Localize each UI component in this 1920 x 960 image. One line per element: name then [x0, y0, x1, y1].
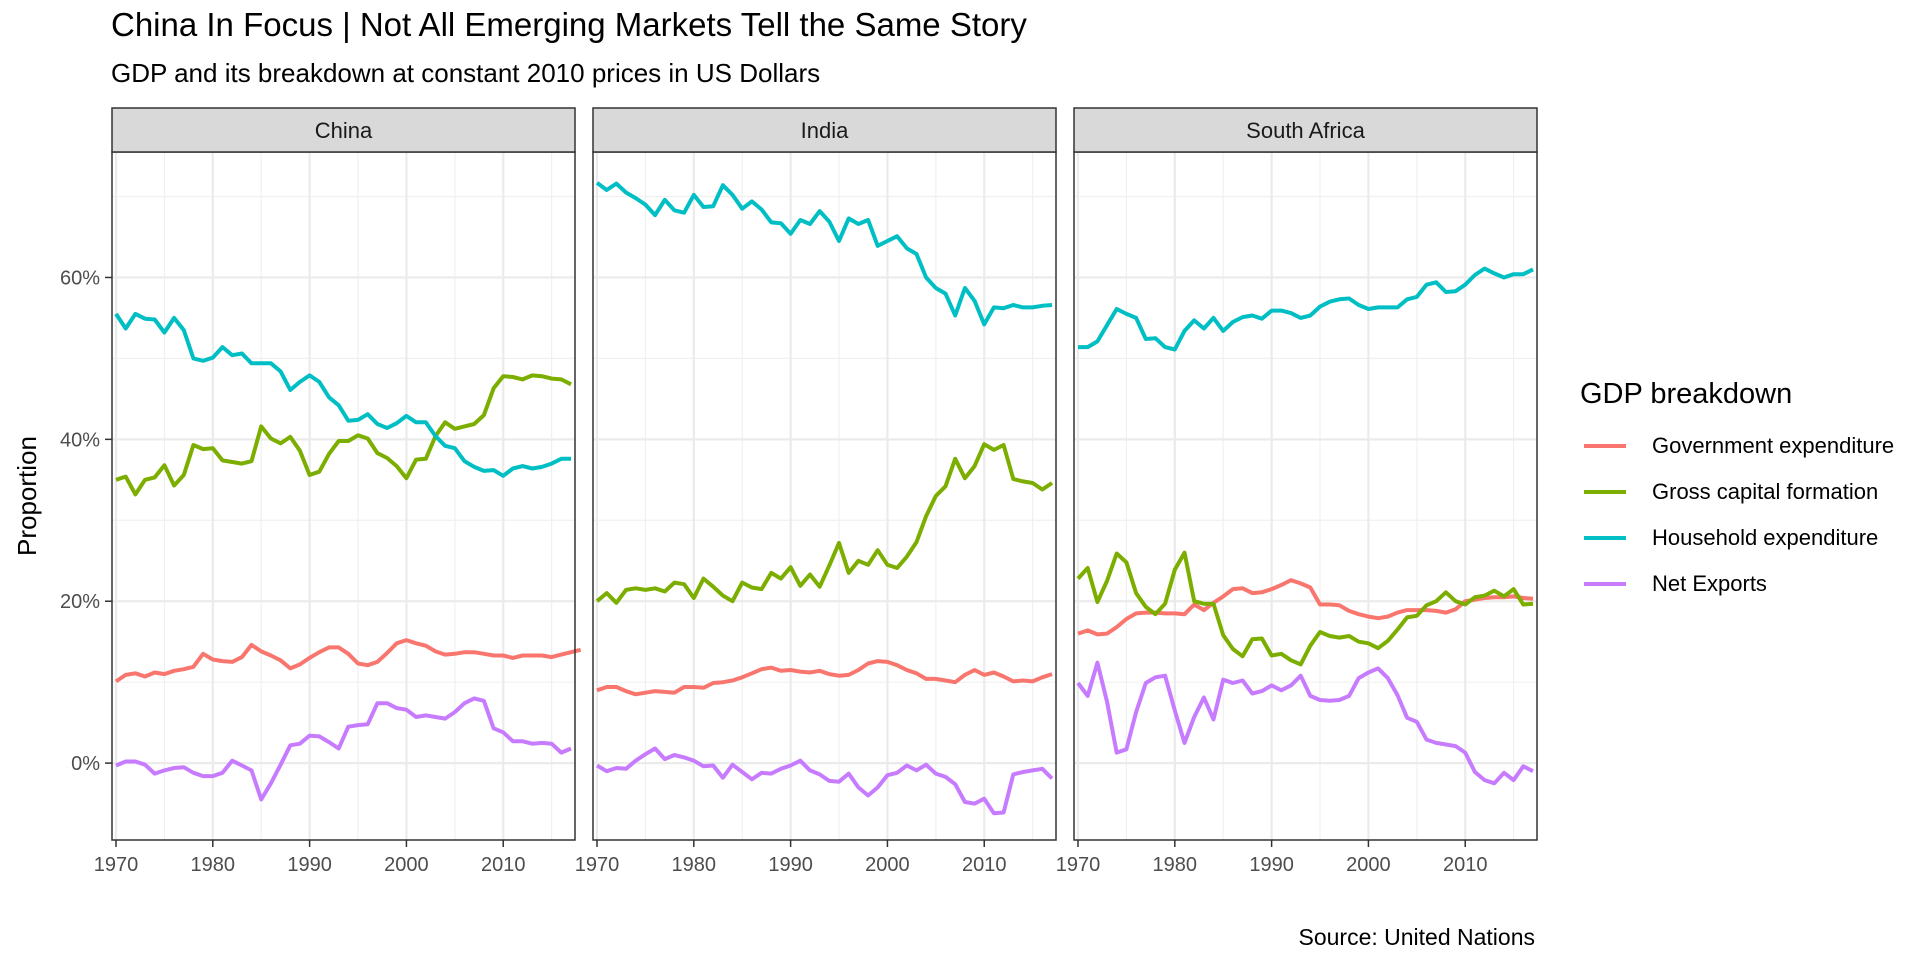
- facet-label-india: India: [801, 118, 849, 143]
- panel-background: [112, 152, 575, 840]
- y-tick-label: 40%: [60, 429, 100, 451]
- panel-background: [1074, 152, 1537, 840]
- source-caption: Source: United Nations: [1298, 924, 1535, 950]
- facet-label-china: China: [315, 118, 373, 143]
- series-line-gross-capital-formation-china: [115, 373, 572, 497]
- y-tick-label: 0%: [71, 753, 100, 775]
- x-tick-label: 1970: [1056, 854, 1101, 876]
- series-line-gross-capital-formation-india: [595, 442, 1054, 605]
- x-tick-label: 1990: [287, 854, 332, 876]
- series-line-household-expenditure-china: [114, 311, 571, 478]
- y-tick-label: 20%: [60, 591, 100, 613]
- x-tick-label: 2000: [384, 854, 429, 876]
- x-tick-label: 2010: [481, 854, 526, 876]
- x-tick-label: 2000: [865, 854, 910, 876]
- series-line-household-expenditure-south-africa: [1078, 266, 1534, 352]
- chart-title: China In Focus | Not All Emerging Market…: [111, 6, 1027, 43]
- legend-item-government-expenditure: Government expenditure: [1580, 423, 1894, 469]
- legend-label: Household expenditure: [1652, 525, 1879, 550]
- x-tick-label: 2000: [1346, 854, 1391, 876]
- legend-title: GDP breakdown: [1580, 378, 1793, 410]
- series-line-household-expenditure-india: [595, 181, 1053, 327]
- series-line-net-exports-china: [115, 696, 572, 802]
- legend-label: Government expenditure: [1652, 433, 1895, 458]
- x-tick-label: 1990: [1249, 854, 1294, 876]
- legend-key-household-expenditure: [1584, 536, 1626, 540]
- series-line-government-expenditure-china: [114, 638, 582, 684]
- facet-strip-china: [111, 107, 576, 153]
- x-tick-label: 1980: [672, 854, 717, 876]
- legend-key-government-expenditure: [1584, 444, 1626, 448]
- legend-item-net-exports: Net Exports: [1580, 561, 1894, 607]
- series-line-net-exports-south-africa: [1076, 660, 1534, 786]
- facet-strip-south-africa: [1073, 107, 1538, 153]
- x-tick-label: 1970: [94, 854, 139, 876]
- panel-south-africa: South Africa 1970 1980 1990 2000 2010: [1056, 107, 1538, 876]
- y-tick-label: 60%: [60, 267, 100, 289]
- legend-label: Gross capital formation: [1652, 479, 1879, 504]
- chart-subtitle: GDP and its breakdown at constant 2010 p…: [111, 58, 821, 88]
- series-line-government-expenditure-india: [596, 659, 1053, 697]
- facet-strip-india: [592, 107, 1057, 153]
- legend-item-household-expenditure: Household expenditure: [1580, 515, 1894, 561]
- legend-items: Government expenditure Gross capital form…: [1580, 423, 1894, 607]
- x-tick-label: 1970: [575, 854, 620, 876]
- legend-key-net-exports: [1584, 582, 1626, 586]
- legend-item-gross-capital-formation: Gross capital formation: [1580, 469, 1894, 515]
- series-line-net-exports-india: [595, 746, 1054, 816]
- x-tick-label: 2010: [962, 854, 1007, 876]
- y-axis-title: Proportion: [12, 436, 42, 556]
- legend-label: Net Exports: [1652, 571, 1767, 596]
- panel-background: [593, 152, 1056, 840]
- series-line-gross-capital-formation-south-africa: [1076, 550, 1534, 667]
- panel-china: China 1970 1980 1990 2000 2010: [94, 107, 582, 876]
- x-tick-label: 2010: [1443, 854, 1488, 876]
- legend-key-gross-capital-formation: [1584, 490, 1626, 494]
- x-tick-label: 1990: [768, 854, 813, 876]
- x-tick-label: 1980: [1153, 854, 1198, 876]
- panel-india: India 1970 1980 1990 2000 2010: [575, 107, 1057, 876]
- facet-label-south-africa: South Africa: [1246, 118, 1365, 143]
- x-tick-label: 1980: [191, 854, 236, 876]
- legend: GDP breakdown Government expenditure Gros…: [1580, 378, 1894, 607]
